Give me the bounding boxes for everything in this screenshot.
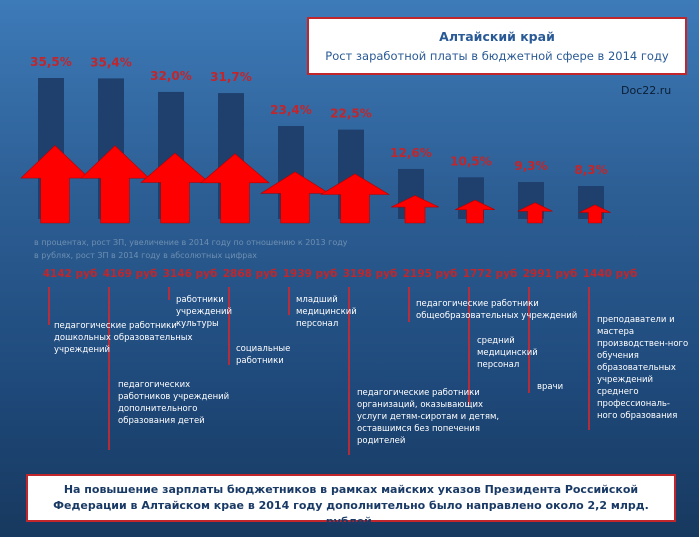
rubles-caption: в рублях, рост ЗП в 2014 году в абсолютн… [34,251,257,260]
percent-label-4: 31,7% [210,70,252,84]
ruble-label-2: 4169 руб [103,268,158,280]
ruble-label-1: 4142 руб [43,268,98,280]
description-5: младший медицинский персонал [296,295,357,329]
chart-title: Рост заработной платы в бюджетной сфере … [325,49,669,63]
ruble-label-4: 2868 руб [223,268,278,280]
footer-note: На повышение зарплаты бюджетников в рамк… [26,474,676,528]
description-6: педагогические работники организаций, ок… [357,388,500,446]
arrow-2 [80,145,150,224]
description-10: преподаватели и мастера производствен-но… [597,315,689,421]
ruble-label-7: 2195 руб [403,268,458,280]
description-7: педагогические работники общеобразовател… [416,299,578,321]
ruble-label-5: 1939 руб [283,268,338,280]
arrow-4 [200,153,270,224]
ruble-label-9: 2991 руб [523,268,578,280]
percent-label-1: 35,5% [30,55,72,69]
arrow-3 [140,152,210,224]
percent-label-3: 32,0% [150,69,192,83]
percent-label-7: 12,6% [390,146,432,160]
arrow-9 [517,202,553,224]
percent-label-8: 10,5% [450,154,492,168]
arrow-8 [455,199,495,224]
percent-label-9: 9,3% [514,159,547,173]
description-8: средний медицинский персонал [477,336,538,370]
description-2: педагогических работников учреждений доп… [118,380,230,426]
percent-caption: в процентах, рост ЗП, увеличение в 2014 … [34,238,348,247]
percent-label-2: 35,4% [90,55,132,69]
description-3: работники учреждений культуры [176,295,233,329]
site-label: Doc22.ru [621,84,672,97]
description-1: педагогические работники дошкольных обра… [54,321,193,355]
ruble-label-6: 3198 руб [343,268,398,280]
ruble-label-10: 1440 руб [583,268,638,280]
description-9: врачи [537,382,564,392]
ruble-label-3: 3146 руб [163,268,218,280]
arrow-6 [319,173,391,224]
percent-label-10: 8,3% [574,163,607,177]
ruble-label-8: 1772 руб [463,268,518,280]
percent-label-6: 22,5% [330,107,372,121]
chart-title-region: Алтайский край [439,29,555,44]
arrow-5 [259,171,331,224]
title-box: Алтайский край Рост заработной платы в б… [307,17,687,75]
percent-label-5: 23,4% [270,103,312,117]
arrow-1 [20,145,90,224]
arrow-10 [579,204,611,224]
description-4: социальные работники [236,344,291,366]
arrow-7 [391,195,439,224]
